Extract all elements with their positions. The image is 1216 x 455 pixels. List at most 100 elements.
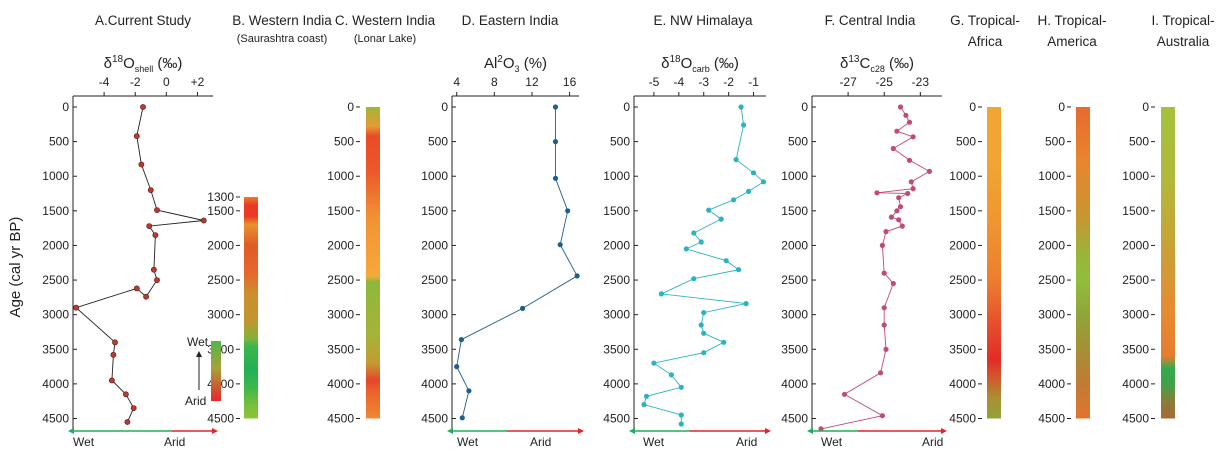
data-point	[643, 393, 650, 399]
data-point	[746, 188, 752, 194]
y-tick-label: 1500	[42, 204, 69, 218]
x-tick-label: 0	[163, 75, 170, 89]
wet-label: Wet	[73, 435, 95, 449]
panel-c: C. Western India (Lonar Lake) 0 500 1000 1500…	[327, 13, 435, 425]
y-tick-label: 3000	[949, 308, 976, 322]
y-tick-label: 4500	[1122, 411, 1149, 425]
y-tick-label: 1000	[1122, 169, 1149, 183]
data-point	[147, 187, 154, 193]
y-tick-label: 1500	[327, 204, 354, 218]
wet-arrowhead	[629, 428, 635, 434]
y-tick-label: 2500	[1038, 273, 1065, 287]
panel-title: E. NW Himalaya	[653, 13, 753, 28]
y-tick-label: 1000	[327, 169, 354, 183]
data-point	[574, 273, 580, 279]
data-point	[154, 207, 160, 213]
panel-subtitle: Australia	[1157, 34, 1210, 49]
x-tick-label: -3	[698, 75, 709, 89]
y-tick-label: 3500	[327, 342, 354, 356]
data-point	[651, 360, 657, 366]
y-tick-label: 1500	[603, 204, 630, 218]
y-tick-label: 0	[623, 100, 630, 114]
y-tick-label: 0	[347, 100, 354, 114]
wet-arid-legend: Wet Arid	[185, 335, 221, 408]
data-point	[668, 372, 675, 378]
x-tick-label: -23	[912, 75, 930, 89]
panel-subtitle: Africa	[968, 34, 1003, 49]
data-point	[701, 310, 707, 316]
data-point	[881, 305, 887, 311]
y-tick-label: 3500	[949, 342, 976, 356]
panel-title: B. Western India	[232, 13, 332, 28]
data-point	[883, 229, 889, 235]
y-tick-label: 4500	[42, 411, 69, 425]
data-point	[881, 270, 887, 276]
y-tick-label: 0	[801, 100, 808, 114]
data-point	[658, 291, 665, 297]
data-point	[736, 267, 742, 273]
x-label-sub: 3	[515, 64, 520, 74]
x-label-part: O	[681, 55, 693, 72]
data-point	[718, 216, 724, 222]
x-axis-label: δ13Cc28 (‰)	[840, 54, 914, 74]
x-tick-label: -25	[876, 75, 894, 89]
x-label-part: (%)	[520, 55, 548, 72]
x-tick-label: -5	[649, 75, 660, 89]
wet-arrowhead	[807, 428, 813, 434]
data-point	[454, 364, 460, 370]
y-tick-label: 1000	[781, 169, 808, 183]
data-point	[124, 419, 131, 425]
data-point	[743, 301, 749, 307]
data-point	[908, 179, 914, 185]
y-tick-label: 1500	[1038, 204, 1065, 218]
y-tick-label: 4000	[42, 377, 69, 391]
wet-label: Wet	[457, 435, 479, 449]
y-tick-label: 4000	[603, 377, 630, 391]
y-tick-label: 1500	[421, 204, 448, 218]
data-point	[691, 276, 697, 282]
y-tick-label: 0	[1058, 100, 1065, 114]
y-tick-label: 500	[1045, 135, 1065, 149]
x-tick-label: -2	[130, 75, 141, 89]
panel-title: D. Eastern India	[462, 13, 559, 28]
data-point	[140, 104, 146, 110]
data-point	[905, 190, 911, 197]
y-tick-label: 500	[788, 135, 808, 149]
data-point	[896, 217, 902, 223]
arid-arrowhead	[578, 428, 584, 434]
y-tick-label: 3500	[1038, 342, 1065, 356]
data-point	[879, 413, 886, 419]
panel-title: F. Central India	[825, 13, 916, 28]
x-label-sup: 18	[112, 54, 124, 65]
data-point	[130, 405, 137, 411]
data-point	[146, 223, 153, 229]
y-tick-label: 2500	[421, 273, 448, 287]
series-line	[820, 106, 931, 430]
x-tick-label: 4	[453, 75, 460, 89]
y-tick-label: 3500	[603, 342, 630, 356]
color-strip	[987, 107, 1001, 419]
y-tick-label: 3500	[781, 342, 808, 356]
data-point	[906, 119, 913, 125]
y-tick-label: 3000	[207, 308, 234, 322]
y-tick-label: 2000	[421, 238, 448, 252]
y-tick-label: 4000	[327, 377, 354, 391]
x-label-sub: carb	[692, 64, 710, 74]
panel-g: G. Tropical- Africa 0 500 1000 1500 2000 2500 30…	[949, 13, 1020, 425]
data-point	[143, 293, 149, 300]
x-tick-label: -4	[673, 75, 684, 89]
y-tick-label: 2500	[603, 273, 630, 287]
data-point	[731, 197, 737, 203]
x-label-part: (‰)	[885, 55, 914, 72]
y-tick-label: 1000	[1038, 169, 1065, 183]
x-label-part: δ	[661, 55, 669, 72]
y-tick-label: 3500	[421, 342, 448, 356]
arid-label: Arid	[530, 435, 551, 449]
data-point	[888, 214, 895, 220]
panel-title: A.Current Study	[95, 13, 191, 28]
y-tick-label: 2500	[949, 273, 976, 287]
data-point	[701, 350, 707, 356]
data-point	[466, 388, 472, 394]
